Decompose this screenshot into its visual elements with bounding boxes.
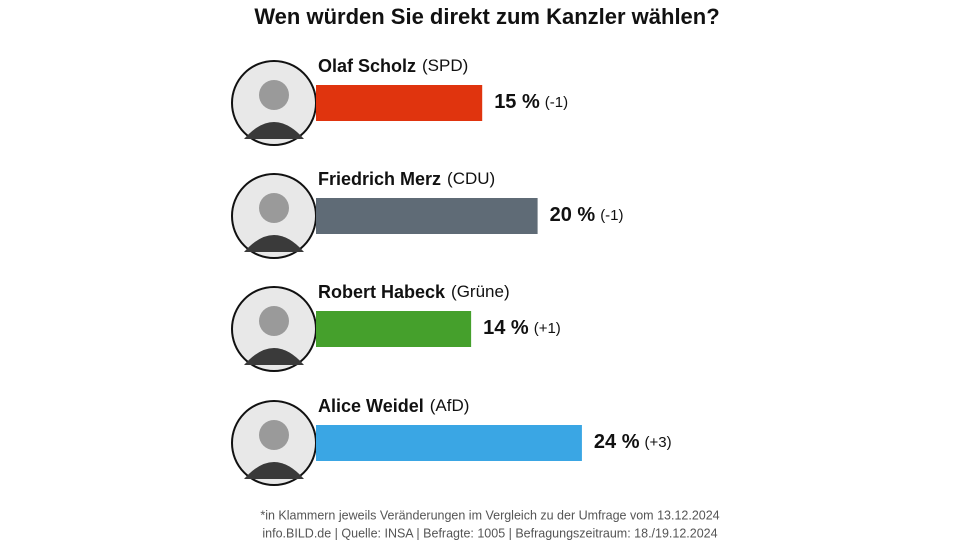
portrait-head — [259, 80, 289, 110]
value-label: 20 % (-1) — [550, 204, 624, 226]
candidate-label: Robert Habeck (Grüne) — [318, 282, 510, 302]
chart-title: Wen würden Sie direkt zum Kanzler wählen… — [254, 4, 719, 29]
source: info.BILD.de | Quelle: INSA | Befragte: … — [262, 526, 717, 540]
value-label: 24 % (+3) — [594, 431, 672, 453]
party: (SPD) — [422, 56, 468, 75]
value-label: 14 % (+1) — [483, 317, 561, 339]
value: 14 % — [483, 317, 529, 339]
bar — [316, 311, 472, 347]
portrait-body — [244, 235, 304, 252]
bar — [316, 85, 483, 121]
candidate-name: Friedrich Merz — [318, 169, 441, 189]
portrait-head — [259, 306, 289, 336]
candidate-label: Olaf Scholz (SPD) — [318, 56, 468, 76]
bar — [316, 198, 538, 234]
candidate-name: Olaf Scholz — [318, 56, 416, 76]
change: (+1) — [534, 320, 561, 337]
portrait-head — [259, 193, 289, 223]
portrait-body — [244, 462, 304, 479]
portrait-body — [244, 122, 304, 139]
portrait-body — [244, 348, 304, 365]
candidate-name: Alice Weidel — [318, 396, 424, 416]
value: 20 % — [550, 204, 596, 226]
candidate-label: Alice Weidel (AfD) — [318, 396, 469, 416]
party: (AfD) — [430, 396, 470, 415]
party: (Grüne) — [451, 282, 510, 301]
party: (CDU) — [447, 169, 495, 188]
change: (+3) — [645, 434, 672, 451]
bar — [316, 425, 582, 461]
value-label: 15 % (-1) — [494, 91, 568, 113]
value: 24 % — [594, 431, 640, 453]
change: (-1) — [545, 94, 568, 111]
candidate-name: Robert Habeck — [318, 282, 446, 302]
portrait-head — [259, 420, 289, 450]
change: (-1) — [600, 207, 623, 224]
footnote: *in Klammern jeweils Veränderungen im Ve… — [260, 508, 719, 522]
candidate-label: Friedrich Merz (CDU) — [318, 169, 495, 189]
value: 15 % — [494, 91, 540, 113]
